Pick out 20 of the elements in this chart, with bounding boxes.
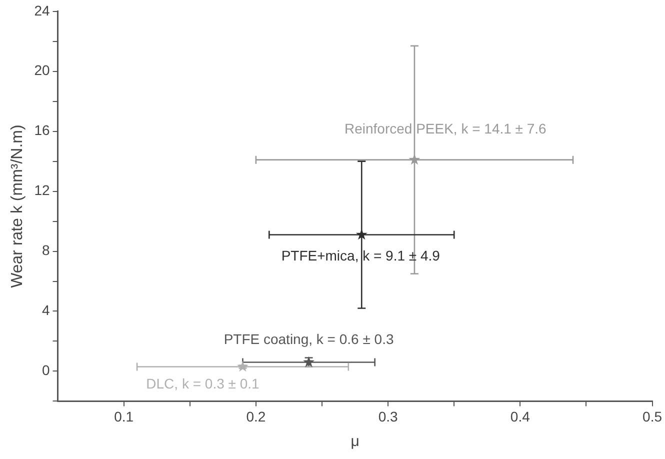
x-tick-label: 0.4 (510, 408, 530, 424)
point (237, 360, 248, 372)
x-tick-label: 0.2 (246, 408, 266, 424)
text: Reinforced PEEK, k = 14.1 ± 7.6 (344, 120, 547, 137)
y-tick-label: 12 (34, 182, 50, 198)
x-tick-label: 0.3 (378, 408, 398, 424)
series-label: DLC, k = 0.3 ± 0.1 (146, 376, 260, 392)
point (356, 228, 368, 240)
x-tick-label: 0.5 (642, 408, 662, 424)
x-axis-title: μ (350, 433, 360, 450)
y-tick-label: 4 (42, 302, 50, 318)
y-tick-label: 16 (34, 122, 50, 138)
series-label: PTFE coating, k = 0.6 ± 0.3 (224, 331, 394, 348)
y-tick-label: 8 (42, 242, 50, 258)
y-tick-label: 20 (34, 62, 50, 78)
y-tick-label: 24 (34, 2, 50, 18)
series-label: PTFE+mica, k = 9.1 ± 4.9 (281, 248, 440, 264)
y-axis-title: Wear rate k (mm³/N.m) (9, 124, 26, 288)
x-tick-label: 0.1 (114, 408, 134, 424)
y-tick-label: 0 (42, 362, 50, 378)
